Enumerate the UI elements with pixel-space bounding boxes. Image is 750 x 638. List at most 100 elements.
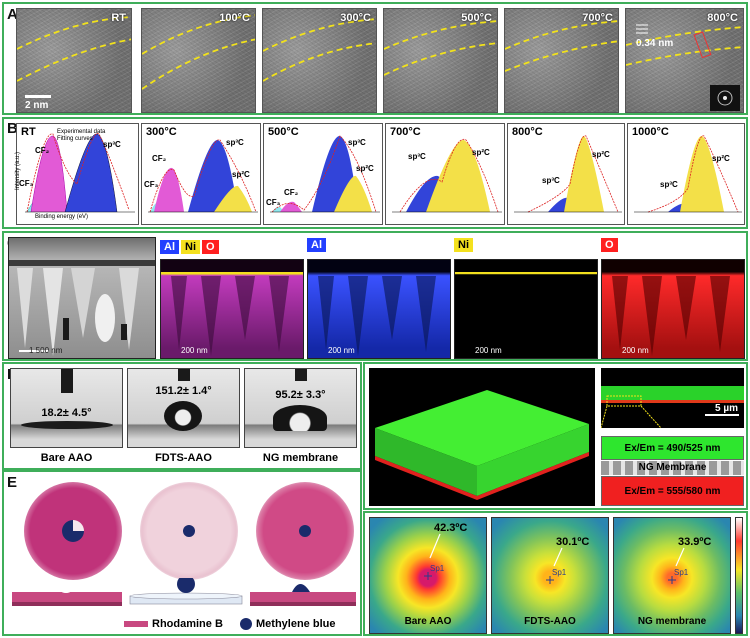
legend-o: O [202,240,219,254]
scale-bar-label: 1 500 nm [29,346,63,355]
droplet [21,421,113,429]
thermal-image-fdts-aao: 30.1ºC Sp1 FDTS-AAO [491,517,609,634]
temperature-pointer [424,533,441,580]
tem-image-700c: 700°C [504,8,619,113]
panel-d: D 18.2± 4.5° Bare AAO 151.2± 1.4° FDTS-A… [2,362,362,470]
tem-label: 300°C [340,12,371,24]
sample-caption: FDTS-AAO [155,452,212,464]
temperature-readout: 42.3ºC [434,522,468,534]
eds-pore-pattern [171,276,289,356]
panel-label-a: A [7,6,18,23]
xps-label: 1000°C [632,126,669,138]
contact-angle-value: 151.2± 1.4° [155,385,212,397]
map-label-ni: Ni [454,238,473,252]
panel-f: F 5 µm Ex/Em = 490/525 nm NG Membrane Ex… [363,362,748,510]
wetting-schematic [12,578,356,606]
needle [61,369,73,393]
contact-angle-image-ng-membrane: 95.2± 3.3° [244,368,357,448]
peak-label-cf3: CF₃ [144,180,159,189]
temperature-color-scale [735,517,743,634]
eds-map-al: 200 nm [307,259,451,359]
methylene-label: Methylene blue [256,618,336,630]
sample-caption: NG membrane [637,616,707,627]
scale-bar [25,95,51,98]
tem-image-rt: RT 2 nm [16,8,132,113]
peak-label-sp2: sp²C [712,154,730,163]
temperature-readout: 33.9ºC [678,536,712,548]
confocal-cross-section: 5 µm [600,368,744,429]
droplet [273,405,327,431]
panel-label-b: B [7,120,18,137]
panel-b: B RT Experimental data Fitting curves CF… [2,117,748,229]
peak-label-sp2: sp²C [592,150,610,159]
thermal-image-ng-membrane: 33.9ºC Sp1 NG membrane [613,517,731,634]
contact-angle-value: 18.2± 4.5° [41,407,92,419]
legend-ni: Ni [181,240,200,254]
green-channel-label: Ex/Em = 490/525 nm [601,436,744,460]
legend-al: Al [160,240,179,254]
membrane-label: NG Membrane [601,461,744,475]
graphene-layer-outline [384,20,497,76]
sample-caption: Bare AAO [40,452,93,464]
sem-cross-section: 1 500 nm [8,237,156,359]
tem-label: 500°C [461,12,492,24]
methylene-blue-drop [62,520,84,542]
tem-label: RT [111,12,126,24]
xps-plot [25,133,135,213]
peak-label-sp3: sp³C [103,140,121,149]
legend-rhodamine: Rhodamine B [124,618,223,630]
contact-angle-image-bare-aao: 18.2± 4.5° [10,368,123,448]
scale-bar-label: 200 nm [328,346,355,355]
sample-caption: NG membrane [262,452,339,464]
graphene-layer-outline [505,20,618,72]
panel-a: A RT 2 nm 100°C 300°C 500°C [2,2,748,115]
sem-pore-structure [9,260,155,356]
xps-plot [392,138,502,213]
scale-bar-label: 200 nm [475,346,502,355]
peak-label-cf2: CF₂ [284,188,299,197]
contact-angle-value: 95.2± 3.3° [275,389,326,401]
rhodamine-swatch [124,621,148,627]
xps-spectrum-1000c: 1000°C sp³C sp²C [627,123,745,225]
peak-label-sp2: sp²C [356,164,374,173]
peak-label-sp3: sp³C [408,152,426,161]
xps-spectrum-700c: 700°C sp³C sp²C [385,123,505,225]
xps-label: 500°C [268,126,299,138]
legend-fitting: Fitting curves [57,136,93,142]
xps-label: 300°C [146,126,177,138]
thermal-image-bare-aao: 42.3ºC Sp1 Bare AAO [369,517,487,634]
xps-plot [270,135,380,213]
peak-label-sp3: sp³C [660,180,678,189]
graphene-layer-outline [263,18,376,82]
xps-label: 700°C [390,126,421,138]
scale-bar-label: 5 µm [715,403,738,414]
confocal-slab [375,390,589,500]
scale-bar-label: 2 nm [25,100,49,111]
temperature-readout: 30.1ºC [556,536,590,548]
peak-label-cf2: CF₂ [35,146,50,155]
tem-image-500c: 500°C [383,8,498,113]
xps-spectrum-500c: 500°C CF₂ CF₃ sp³C sp²C [263,123,383,225]
xps-spectrum-rt: RT Experimental data Fitting curves CF₂ … [15,123,139,225]
panel-label-e: E [7,474,18,491]
legend-experimental: Experimental data [57,129,106,135]
map-label-al: Al [307,238,326,252]
scale-bar-label: 200 nm [181,346,208,355]
eds-pore-pattern [318,276,436,356]
membrane-photo-bare-aao [24,482,122,580]
methylene-blue-drop [183,525,195,537]
spot-label: Sp1 [552,568,567,577]
needle [178,369,190,381]
xps-plot [148,139,258,213]
peak-label-sp3: sp³C [348,138,366,147]
graphene-layer-outline [142,14,255,90]
membrane-photo-ng-membrane [256,482,354,580]
panel-e: E Rhodamine B Methylene blue [2,470,362,636]
confocal-3d-view [369,368,595,506]
needle [295,369,307,381]
map-label-o: O [601,238,618,252]
x-axis-label: Binding energy (eV) [35,214,89,220]
legend-methylene: Methylene blue [240,618,335,630]
eds-map-o: 200 nm [601,259,745,359]
panel-g: G 42.3ºC Sp1 Bare AAO 30.1ºC Sp1 FDTS-AA… [363,511,748,636]
